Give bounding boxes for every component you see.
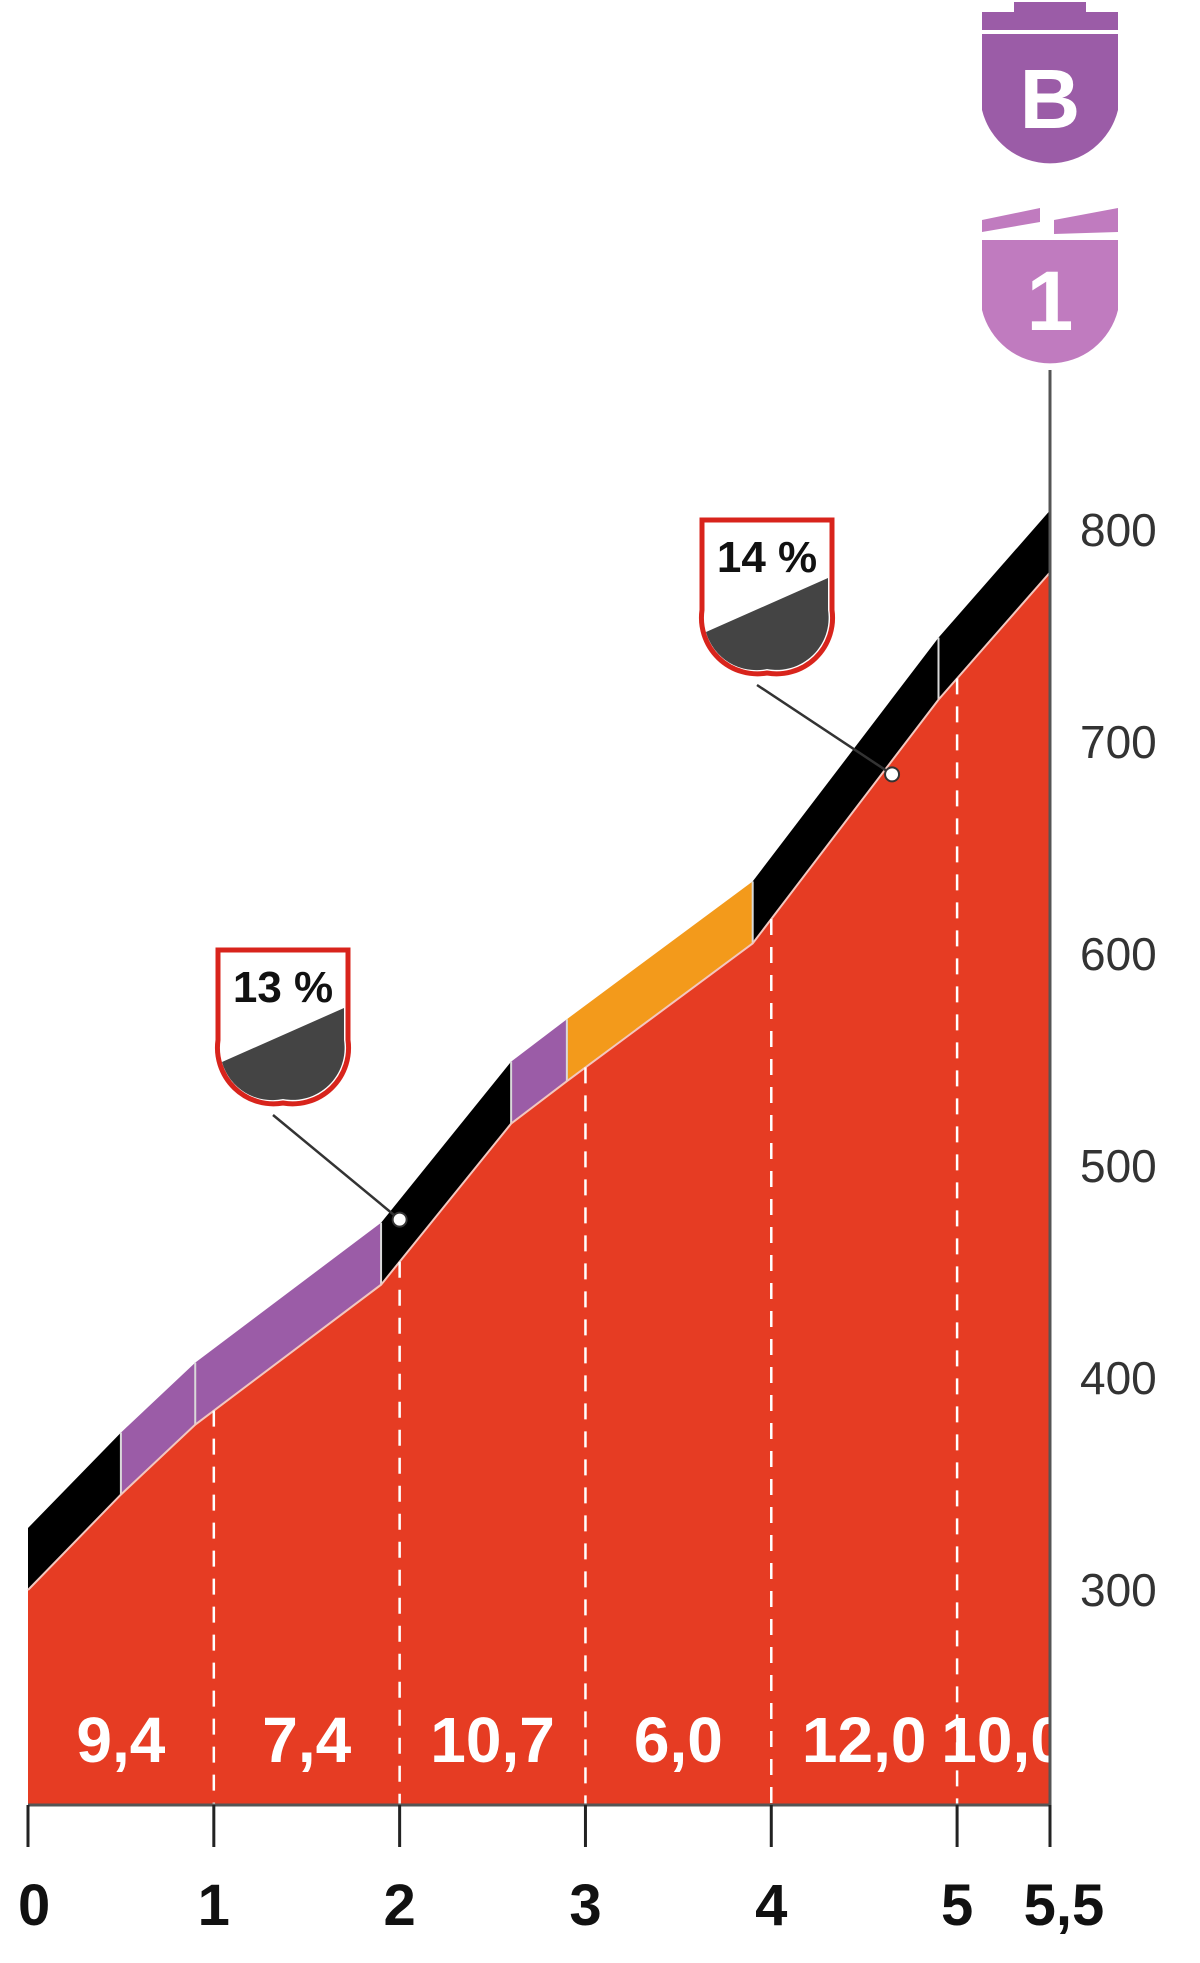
km-gradient-label: 7,4: [262, 1704, 351, 1776]
callout-slope-icon: [706, 578, 829, 671]
km-gradient-label: 12,0: [802, 1704, 927, 1776]
y-tick-label: 500: [1080, 1140, 1157, 1192]
gradient-band-2: [120, 1362, 196, 1495]
km-gradient-label-layer: 9,4 7,4 10,7 6,0 12,0 10,0: [76, 1704, 1065, 1776]
km-gradient-label: 10,0: [941, 1704, 1066, 1776]
gradient-band-6: [566, 881, 753, 1082]
profile-edge: [27, 571, 1051, 1591]
max-gradient-callout: 14 %: [698, 517, 901, 783]
x-tick-label: 5: [941, 1873, 973, 1938]
y-tick-label: 300: [1080, 1564, 1157, 1616]
y-tick-label: 700: [1080, 716, 1157, 768]
y-axis-labels: 300 400 500 600 700 800: [1080, 504, 1157, 1616]
gradient-band-layer: [27, 510, 1051, 1591]
gradient-band-4: [381, 1061, 512, 1285]
max-gradient-label: 13 %: [233, 963, 333, 1012]
gradient-band-7: [752, 637, 939, 944]
category-badge: B: [982, 2, 1118, 164]
callout-dot: [391, 1211, 408, 1228]
callout-dot: [884, 766, 901, 783]
badge-cap-top: [1014, 2, 1086, 16]
badge-flag-left: [982, 208, 1040, 232]
max-gradient-callout: 13 %: [214, 947, 408, 1228]
callout-slope-icon: [222, 1008, 345, 1101]
summit-badges: B1: [982, 2, 1118, 364]
x-tick-label: 0: [18, 1873, 50, 1938]
x-tick-label: 2: [384, 1873, 416, 1938]
x-tick-label: 3: [569, 1873, 601, 1938]
km-gradient-label: 10,7: [430, 1704, 555, 1776]
callout-leader: [272, 1114, 401, 1221]
badge-number-label: 1: [1027, 254, 1074, 348]
y-tick-label: 400: [1080, 1352, 1157, 1404]
gradient-band-1: [28, 1432, 121, 1590]
x-tick-label: 1: [198, 1873, 230, 1938]
gradient-band-3: [195, 1222, 382, 1425]
badge-flag-right: [1054, 208, 1118, 234]
km-gridline-layer: [212, 678, 959, 1805]
y-tick-label: 800: [1080, 504, 1157, 556]
max-gradient-callouts: 13 % 14 %: [214, 517, 901, 1228]
x-axis: 0 1 2 3 4 5 5,5: [18, 370, 1104, 1938]
x-tick-label: 5,5: [1024, 1873, 1105, 1938]
gradient-band-5: [511, 1019, 567, 1124]
badge-category-label: B: [1020, 52, 1081, 146]
badge-shield: [982, 240, 1118, 364]
profile-area-layer: [28, 572, 1050, 1805]
max-gradient-label: 14 %: [717, 533, 817, 582]
km-gradient-label: 9,4: [76, 1704, 165, 1776]
x-tick-label: 4: [755, 1873, 787, 1938]
callout-leader: [756, 683, 893, 776]
gradient-band-8: [938, 510, 1050, 700]
y-tick-label: 600: [1080, 928, 1157, 980]
km-gradient-label: 6,0: [634, 1704, 723, 1776]
profile-area: [28, 572, 1050, 1805]
badge-cap: [982, 12, 1118, 30]
climb-number-badge: 1: [982, 208, 1118, 364]
badge-shield: [982, 34, 1118, 164]
